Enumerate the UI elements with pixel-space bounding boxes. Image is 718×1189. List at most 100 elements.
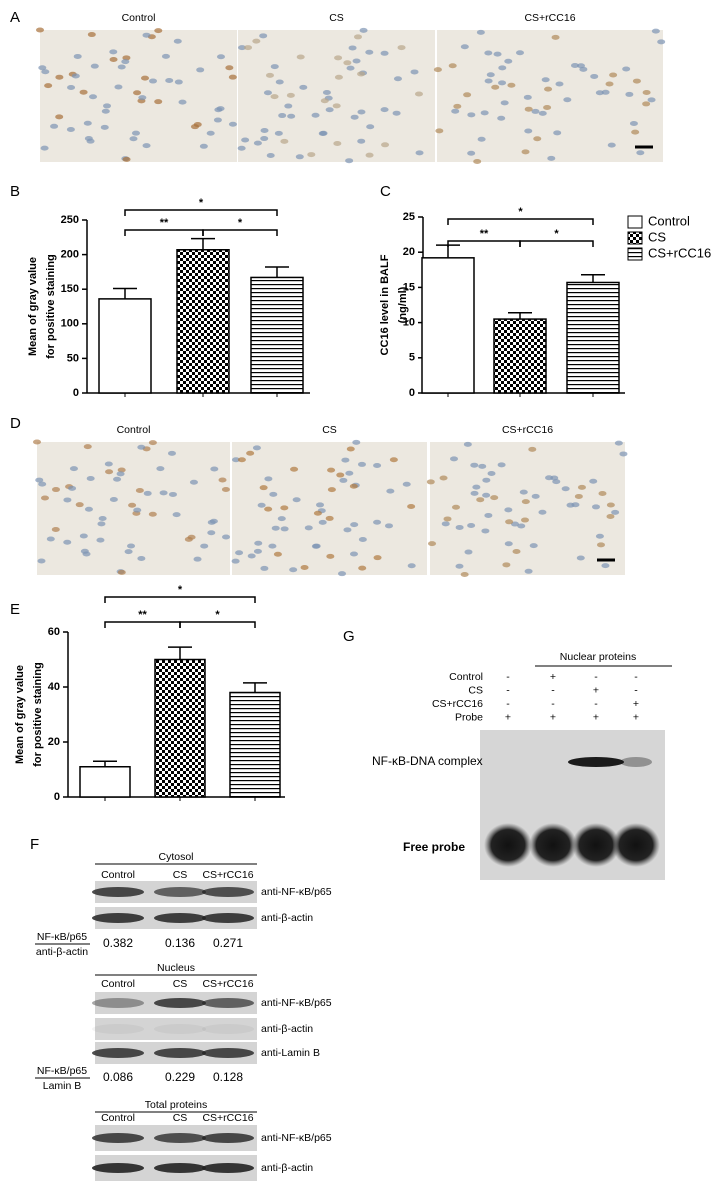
row-cell: + <box>550 671 556 683</box>
cell <box>238 45 247 51</box>
cell <box>332 103 341 109</box>
micrograph-label: CS+rCC16 <box>502 424 553 436</box>
cell <box>299 84 308 90</box>
row-label: Probe <box>455 711 483 723</box>
cell <box>189 479 198 485</box>
cell <box>497 462 506 468</box>
row-cell: - <box>506 684 510 696</box>
cell <box>79 89 88 95</box>
cell <box>273 551 282 557</box>
lane-label: CS+rCC16 <box>202 1112 253 1124</box>
cell <box>66 127 75 133</box>
emsa-header: Nuclear proteins <box>560 651 636 663</box>
cell <box>482 477 491 483</box>
cell <box>82 551 91 557</box>
cell <box>476 497 485 503</box>
cell <box>381 142 390 148</box>
cell <box>104 461 113 467</box>
band-label: anti-Lamin B <box>261 1047 320 1059</box>
cell <box>636 150 645 156</box>
cell <box>268 543 277 549</box>
cell <box>451 504 460 510</box>
cell <box>345 158 354 164</box>
ratio-value: 0.271 <box>213 936 243 950</box>
cell <box>622 66 631 72</box>
cell <box>199 143 208 149</box>
row-cell: - <box>551 698 555 710</box>
cell <box>448 63 457 69</box>
cell <box>121 59 130 65</box>
cell <box>122 156 131 162</box>
blot-band <box>202 1048 254 1058</box>
cell <box>478 463 487 469</box>
cell <box>113 476 122 482</box>
cell <box>460 44 469 50</box>
cell <box>148 511 157 517</box>
cell <box>339 477 348 483</box>
cell <box>253 140 262 146</box>
y-tick-label: 20 <box>48 736 60 748</box>
row-cell: + <box>633 698 639 710</box>
cell <box>338 571 347 577</box>
blot-band <box>202 1163 254 1173</box>
cell <box>143 490 152 496</box>
significance-bracket <box>104 596 256 603</box>
cell <box>341 457 350 463</box>
cell <box>443 516 452 522</box>
cell <box>173 38 182 44</box>
significance-bracket <box>519 240 594 247</box>
cell <box>533 136 542 142</box>
cell <box>629 121 638 127</box>
cell <box>231 457 240 463</box>
cell <box>253 548 262 554</box>
cell <box>259 485 268 491</box>
cell <box>109 57 118 63</box>
row-cell: - <box>634 684 638 696</box>
cell <box>218 477 227 483</box>
significance-label: * <box>518 206 523 218</box>
cell <box>435 128 444 134</box>
cell <box>470 490 479 496</box>
cell <box>402 481 411 487</box>
cell <box>167 450 176 456</box>
cell <box>265 72 274 78</box>
blot-band <box>92 887 144 897</box>
complex-band <box>620 757 652 767</box>
cell <box>149 78 158 84</box>
cell <box>225 65 234 71</box>
y-axis-label: CC16 level in BALF <box>379 254 391 355</box>
legend-swatch <box>627 231 643 245</box>
blot-band <box>202 913 254 923</box>
cell <box>547 155 556 161</box>
cell <box>154 28 163 34</box>
cell <box>325 107 334 113</box>
blot-band <box>202 998 254 1008</box>
ratio-value: 0.086 <box>103 1070 133 1084</box>
cell <box>280 526 289 532</box>
cell <box>384 523 393 529</box>
cell <box>320 98 329 104</box>
cell <box>642 90 651 96</box>
cell <box>407 503 416 509</box>
cell <box>657 39 666 45</box>
cell <box>357 461 366 467</box>
cell <box>357 109 366 115</box>
significance-label: * <box>215 609 220 621</box>
cell <box>601 89 610 95</box>
cell <box>407 563 416 569</box>
cell <box>358 537 367 543</box>
cell <box>322 89 331 95</box>
blot-band <box>202 1133 254 1143</box>
cell <box>484 78 493 84</box>
micrograph <box>231 439 427 577</box>
blot-band <box>154 1048 206 1058</box>
cell <box>609 72 618 78</box>
row-cell: - <box>594 698 598 710</box>
cell <box>453 103 462 109</box>
cell <box>266 152 275 158</box>
cell <box>484 50 493 56</box>
significance-bracket <box>104 621 181 628</box>
free-probe-band <box>612 823 660 867</box>
y-axis-label: Mean of gray value <box>27 257 39 356</box>
